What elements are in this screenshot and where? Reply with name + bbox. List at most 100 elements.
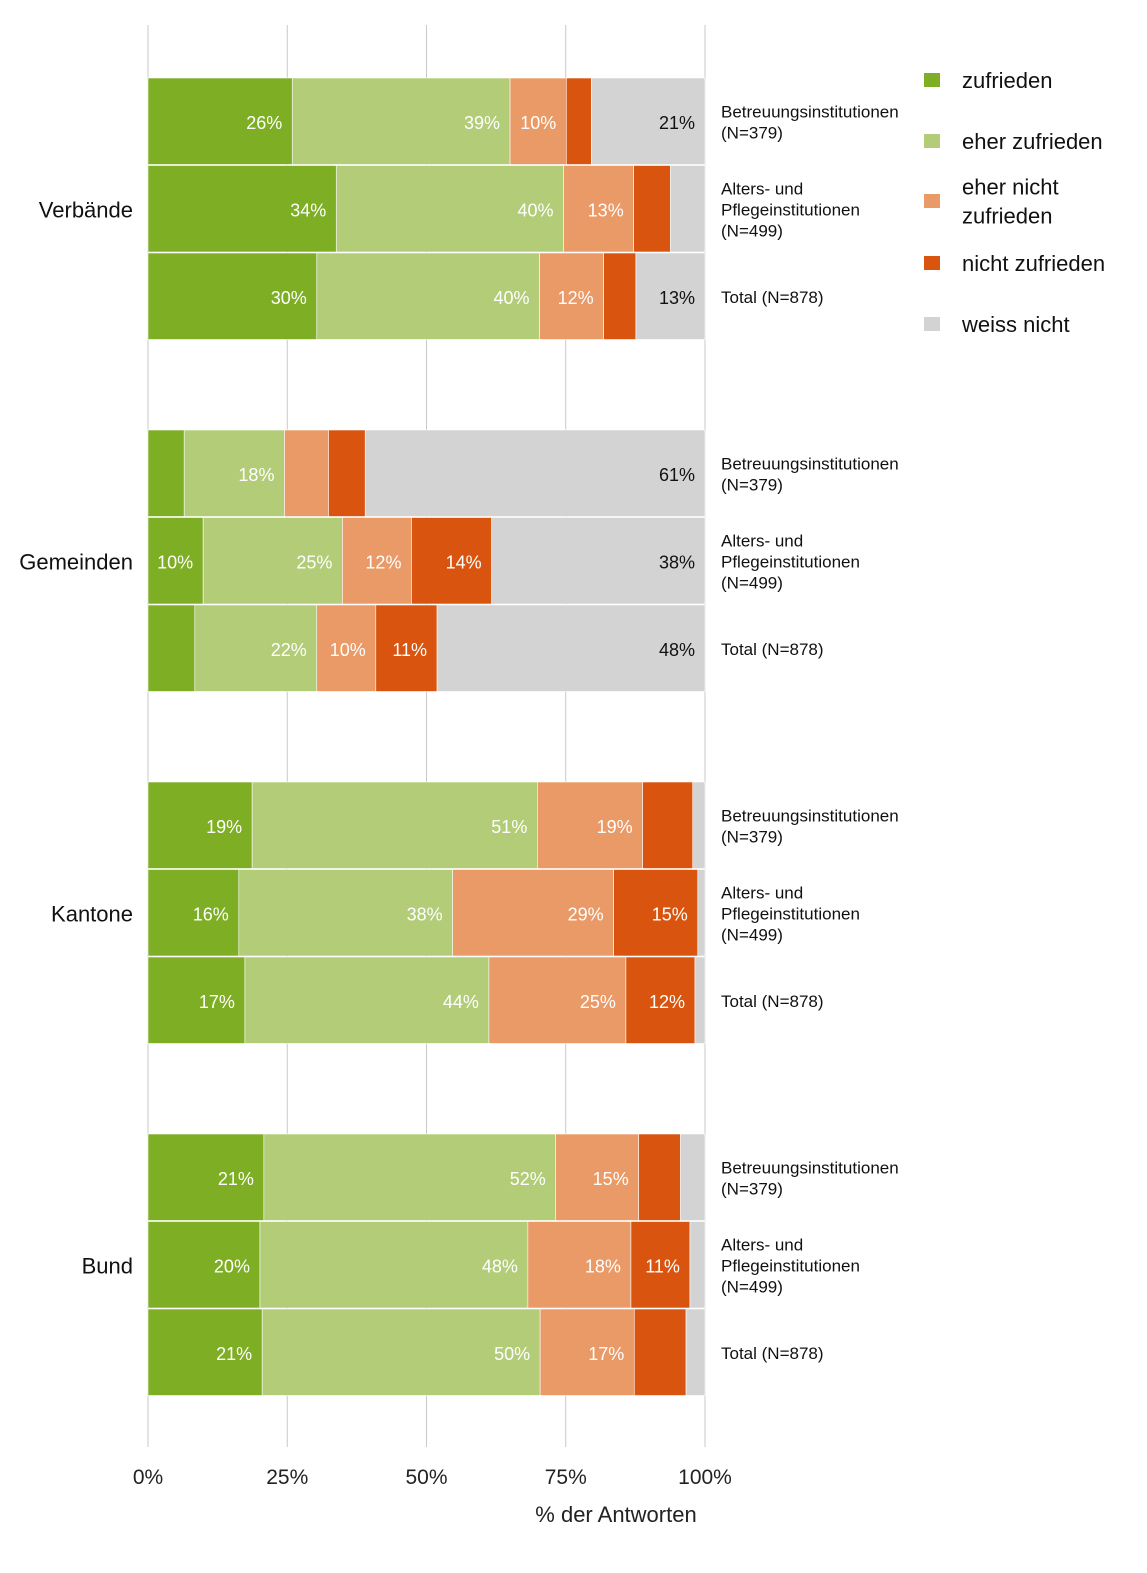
data-label: 52%: [510, 1169, 546, 1189]
data-label: 61%: [659, 465, 695, 485]
x-tick-label: 100%: [678, 1466, 732, 1489]
bar-segment-eher-zufrieden: [183, 429, 285, 517]
data-label: 29%: [568, 904, 604, 924]
row-label: (N=499): [721, 573, 783, 592]
bar-segment-weiss-nicht: [364, 429, 706, 517]
row-label: Total (N=878): [721, 640, 824, 659]
x-axis-title: % der Antworten: [535, 1502, 696, 1527]
data-label: 17%: [199, 992, 235, 1012]
data-label: 13%: [659, 288, 695, 308]
bar-segment-weiss-nicht: [491, 517, 706, 605]
x-tick-label: 25%: [266, 1466, 308, 1489]
bar-segment-nicht-zufrieden: [633, 1308, 687, 1396]
bar-segment-eher-nicht-zufrieden: [284, 429, 329, 517]
x-tick-label: 50%: [405, 1466, 447, 1489]
bar-segment-eher-zufrieden: [335, 165, 564, 253]
bar-segment-weiss-nicht: [670, 165, 706, 253]
bar-segment-nicht-zufrieden: [625, 956, 696, 1044]
data-label: 50%: [494, 1344, 530, 1364]
bar-segment-eher-zufrieden: [263, 1133, 557, 1221]
row-label: (N=379): [721, 1179, 783, 1198]
bar-segment-eher-nicht-zufrieden: [527, 1221, 632, 1309]
data-label: 15%: [593, 1169, 629, 1189]
x-tick-label: 0%: [133, 1466, 163, 1489]
data-label: 21%: [216, 1344, 252, 1364]
row-label: (N=499): [721, 221, 783, 240]
data-label: 40%: [517, 200, 553, 220]
data-label: 40%: [494, 288, 530, 308]
row-label: Betreuungsinstitutionen: [721, 806, 899, 825]
data-label: 44%: [443, 992, 479, 1012]
row-label: Alters- und: [721, 883, 803, 902]
legend-label: zufrieden: [962, 204, 1053, 229]
data-label: 19%: [597, 817, 633, 837]
bar-segment-weiss-nicht: [685, 1308, 706, 1396]
group-label: Kantone: [51, 901, 133, 926]
legend-key-nicht-zufrieden: [924, 256, 940, 270]
row-label: Total (N=878): [721, 288, 824, 307]
data-label: 38%: [659, 552, 695, 572]
bar-segment-weiss-nicht: [635, 252, 706, 340]
bar-segment-nicht-zufrieden: [603, 252, 637, 340]
bar-segment-zufrieden: [147, 869, 240, 957]
data-label: 20%: [214, 1256, 250, 1276]
bar-segment-eher-nicht-zufrieden: [452, 869, 614, 957]
bar-segment-weiss-nicht: [694, 956, 706, 1044]
data-label: 10%: [157, 552, 193, 572]
data-label: 26%: [246, 113, 282, 133]
data-label: 22%: [271, 640, 307, 660]
data-label: 39%: [464, 113, 500, 133]
bar-segment-weiss-nicht: [697, 869, 706, 957]
data-label: 25%: [580, 992, 616, 1012]
row-label: (N=499): [721, 1277, 783, 1296]
row-label: Betreuungsinstitutionen: [721, 102, 899, 121]
bar-segment-eher-nicht-zufrieden: [537, 781, 643, 869]
bar-segment-eher-nicht-zufrieden: [316, 604, 377, 692]
row-label: Betreuungsinstitutionen: [721, 1158, 899, 1177]
bar-segment-eher-nicht-zufrieden: [563, 165, 635, 253]
bar-segment-eher-zufrieden: [238, 869, 453, 957]
data-label: 34%: [290, 200, 326, 220]
legend-key-eher-zufrieden: [924, 134, 940, 148]
bar-segment-zufrieden: [147, 956, 246, 1044]
group-label: Verbände: [39, 197, 133, 222]
bar-segment-zufrieden: [147, 429, 185, 517]
data-label: 48%: [482, 1256, 518, 1276]
data-label: 25%: [296, 552, 332, 572]
bar-segment-eher-nicht-zufrieden: [539, 252, 604, 340]
legend-label: eher nicht: [962, 175, 1059, 200]
bar-segment-nicht-zufrieden: [613, 869, 699, 957]
row-label: Total (N=878): [721, 992, 824, 1011]
bar-segment-nicht-zufrieden: [566, 77, 592, 165]
bar-segment-weiss-nicht: [689, 1221, 706, 1309]
data-label: 16%: [193, 904, 229, 924]
bar-segment-eher-zufrieden: [202, 517, 343, 605]
bar-segment-eher-zufrieden: [259, 1221, 529, 1309]
data-label: 10%: [330, 640, 366, 660]
bar-segment-eher-nicht-zufrieden: [342, 517, 412, 605]
data-label: 15%: [652, 904, 688, 924]
bar-segment-eher-zufrieden: [244, 956, 490, 1044]
group-label: Bund: [82, 1253, 133, 1278]
data-label: 14%: [446, 552, 482, 572]
bar-segment-weiss-nicht: [692, 781, 706, 869]
bar-segment-nicht-zufrieden: [375, 604, 438, 692]
data-label: 18%: [585, 1256, 621, 1276]
row-label: Pflegeinstitutionen: [721, 552, 860, 571]
legend-label: eher zufrieden: [962, 129, 1103, 154]
data-label: 19%: [206, 817, 242, 837]
bar-segment-weiss-nicht: [436, 604, 706, 692]
bar-segment-eher-nicht-zufrieden: [509, 77, 567, 165]
bar-segment-nicht-zufrieden: [633, 165, 671, 253]
data-label: 30%: [271, 288, 307, 308]
bar-segment-eher-zufrieden: [194, 604, 318, 692]
row-label: (N=499): [721, 925, 783, 944]
row-label: Total (N=878): [721, 1344, 824, 1363]
data-label: 51%: [491, 817, 527, 837]
row-label: Alters- und: [721, 1235, 803, 1254]
row-label: (N=379): [721, 123, 783, 142]
bar-segment-eher-nicht-zufrieden: [555, 1133, 640, 1221]
bar-segment-zufrieden: [147, 77, 293, 165]
data-label: 12%: [558, 288, 594, 308]
data-label: 17%: [588, 1344, 624, 1364]
